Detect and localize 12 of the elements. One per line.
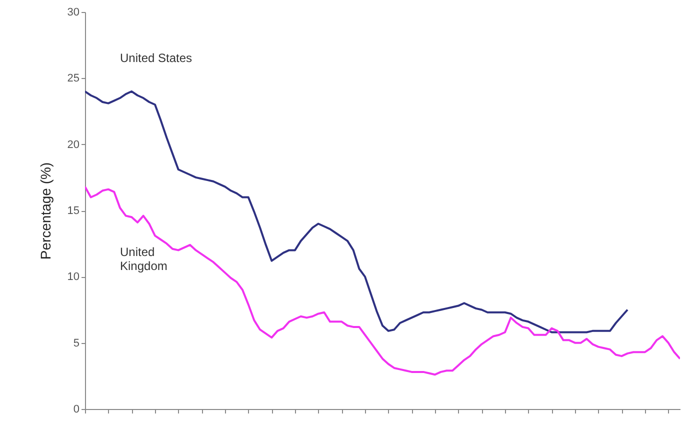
text: United States	[120, 51, 192, 66]
y-tick-label: 25	[67, 72, 80, 85]
series-label: United Kingdom	[120, 244, 168, 273]
line-series	[85, 90, 628, 334]
y-axis-title: Percentage (%)	[37, 162, 54, 260]
y-tick-label: 15	[67, 205, 80, 217]
y-tick-label: 5	[73, 337, 80, 350]
y-tick-label: 0	[73, 404, 80, 416]
line-series	[85, 186, 680, 376]
y-tick-label: 10	[67, 271, 80, 284]
y-tick-label: 20	[67, 138, 80, 151]
y-tick-label: 30	[67, 6, 80, 18]
